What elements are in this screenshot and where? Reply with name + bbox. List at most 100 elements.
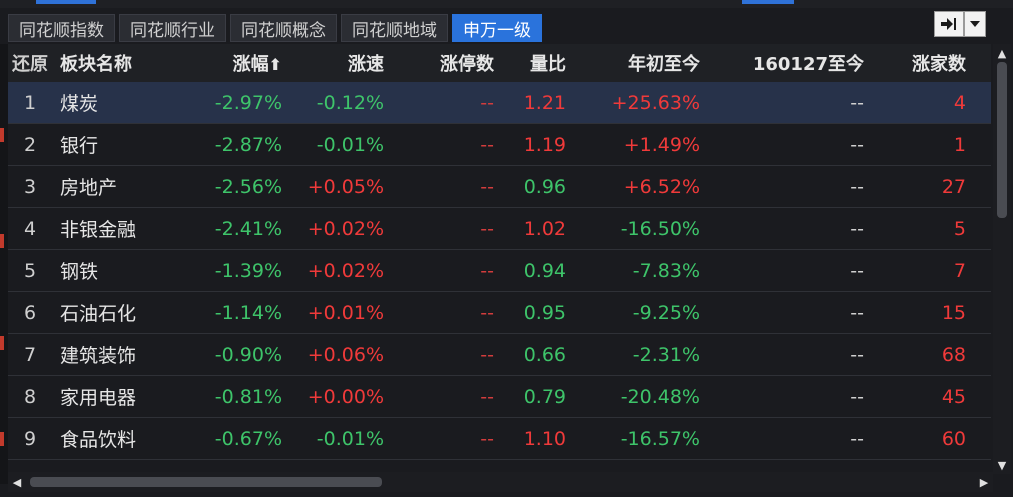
ytd-cell: -16.50% xyxy=(620,217,700,240)
scroll-left-icon[interactable]: ◀ xyxy=(12,475,22,489)
pin-right-button[interactable] xyxy=(934,11,964,37)
tab-sw-level1[interactable]: 申万一级 xyxy=(452,14,542,42)
row-index: 4 xyxy=(23,217,37,240)
ytd-cell: -16.57% xyxy=(620,427,700,450)
col-volume-ratio[interactable]: 量比 xyxy=(530,54,566,75)
volume-ratio-cell: 1.10 xyxy=(523,427,566,450)
change-cell: -2.97% xyxy=(214,91,282,114)
change-cell: -0.67% xyxy=(214,427,282,450)
speed-cell: -0.01% xyxy=(316,427,384,450)
since-cell: -- xyxy=(850,133,864,156)
rising-count-cell: 60 xyxy=(941,427,966,450)
col-speed[interactable]: 涨速 xyxy=(348,54,384,75)
col-limit-up[interactable]: 涨停数 xyxy=(440,54,494,75)
volume-ratio-cell: 0.94 xyxy=(523,259,566,282)
speed-cell: +0.00% xyxy=(307,385,384,408)
sector-tabs: 同花顺指数 同花顺行业 同花顺概念 同花顺地域 申万一级 xyxy=(8,14,542,42)
since-cell: -- xyxy=(850,301,864,324)
table-row[interactable]: 2 银行 -2.87% -0.01% -- 1.19 +1.49% -- 1 xyxy=(8,124,991,166)
change-cell: -0.90% xyxy=(214,343,282,366)
table-row[interactable]: 8 家用电器 -0.81% +0.00% -- 0.79 -20.48% -- … xyxy=(8,376,991,418)
row-index: 8 xyxy=(23,385,37,408)
tab-ths-region[interactable]: 同花顺地域 xyxy=(341,14,448,42)
volume-ratio-cell: 0.96 xyxy=(523,175,566,198)
window-top-strip xyxy=(0,0,1013,8)
rising-count-cell: 15 xyxy=(941,301,966,324)
col-rising-count[interactable]: 涨家数 xyxy=(912,54,966,75)
since-cell: -- xyxy=(850,217,864,240)
limit-up-cell: -- xyxy=(480,427,494,450)
ytd-cell: -7.83% xyxy=(632,259,700,282)
sector-name: 建筑装饰 xyxy=(60,345,137,367)
rising-count-cell: 45 xyxy=(941,385,966,408)
horizontal-scrollbar[interactable]: ◀ ▶ xyxy=(8,472,993,492)
change-cell: -0.81% xyxy=(214,385,282,408)
sector-name: 家用电器 xyxy=(60,387,137,409)
tab-ths-index[interactable]: 同花顺指数 xyxy=(8,14,115,42)
table-row[interactable]: 1 煤炭 -2.97% -0.12% -- 1.21 +25.63% -- 4 xyxy=(8,82,991,124)
scroll-right-icon[interactable]: ▶ xyxy=(979,475,989,489)
col-change[interactable]: 涨幅⬆ xyxy=(178,50,282,76)
speed-cell: +0.01% xyxy=(307,301,384,324)
rising-count-cell: 68 xyxy=(941,343,966,366)
edge-marker xyxy=(0,234,4,248)
col-ytd[interactable]: 年初至今 xyxy=(628,54,700,75)
speed-cell: +0.02% xyxy=(307,217,384,240)
limit-up-cell: -- xyxy=(480,259,494,282)
speed-cell: -0.12% xyxy=(316,91,384,114)
row-index: 3 xyxy=(23,175,37,198)
col-sector-name[interactable]: 板块名称 xyxy=(60,54,132,75)
volume-ratio-cell: 1.21 xyxy=(523,91,566,114)
rising-count-cell: 7 xyxy=(953,259,966,282)
table-row[interactable]: 6 石油石化 -1.14% +0.01% -- 0.95 -9.25% -- 1… xyxy=(8,292,991,334)
col-restore[interactable]: 还原 xyxy=(12,54,48,75)
ytd-cell: -2.31% xyxy=(632,343,700,366)
since-cell: -- xyxy=(850,343,864,366)
table-row[interactable]: 3 房地产 -2.56% +0.05% -- 0.96 +6.52% -- 27 xyxy=(8,166,991,208)
pin-right-icon xyxy=(941,18,956,30)
limit-up-cell: -- xyxy=(480,217,494,240)
sector-name: 非银金融 xyxy=(60,219,137,241)
change-cell: -2.56% xyxy=(214,175,282,198)
ytd-cell: +1.49% xyxy=(623,133,700,156)
table-row[interactable]: 5 钢铁 -1.39% +0.02% -- 0.94 -7.83% -- 7 xyxy=(8,250,991,292)
speed-cell: +0.05% xyxy=(307,175,384,198)
edge-marker xyxy=(0,336,4,350)
tab-ths-industry[interactable]: 同花顺行业 xyxy=(119,14,226,42)
scroll-up-icon[interactable]: ▲ xyxy=(997,46,1007,60)
volume-ratio-cell: 0.66 xyxy=(523,343,566,366)
scroll-down-icon[interactable]: ▼ xyxy=(997,458,1007,472)
table-row[interactable]: 9 食品饮料 -0.67% -0.01% -- 1.10 -16.57% -- … xyxy=(8,418,991,460)
row-index: 2 xyxy=(23,133,37,156)
speed-cell: +0.06% xyxy=(307,343,384,366)
vertical-scrollbar[interactable]: ▲ ▼ xyxy=(993,44,1011,474)
table-row[interactable]: 4 非银金融 -2.41% +0.02% -- 1.02 -16.50% -- … xyxy=(8,208,991,250)
table-row[interactable]: 7 建筑装饰 -0.90% +0.06% -- 0.66 -2.31% -- 6… xyxy=(8,334,991,376)
sector-name: 石油石化 xyxy=(60,303,137,325)
row-index: 9 xyxy=(23,427,37,450)
change-cell: -2.41% xyxy=(214,217,282,240)
since-cell: -- xyxy=(850,175,864,198)
edge-marker xyxy=(0,128,4,142)
limit-up-cell: -- xyxy=(480,91,494,114)
limit-up-cell: -- xyxy=(480,133,494,156)
since-cell: -- xyxy=(850,259,864,282)
tab-ths-concept[interactable]: 同花顺概念 xyxy=(230,14,337,42)
sector-table: 还原 板块名称 涨幅⬆ 涨速 涨停数 量比 年初至今 160127至今 涨家数 … xyxy=(8,44,991,460)
vertical-scroll-thumb[interactable] xyxy=(997,62,1007,218)
since-cell: -- xyxy=(850,427,864,450)
horizontal-scroll-thumb[interactable] xyxy=(30,477,382,487)
table-header: 还原 板块名称 涨幅⬆ 涨速 涨停数 量比 年初至今 160127至今 涨家数 xyxy=(8,44,991,82)
sector-name: 钢铁 xyxy=(60,261,99,283)
dropdown-arrow-icon xyxy=(970,21,980,27)
since-cell: -- xyxy=(850,91,864,114)
ytd-cell: +6.52% xyxy=(623,175,700,198)
col-since[interactable]: 160127至今 xyxy=(752,54,864,75)
row-index: 7 xyxy=(23,343,37,366)
menu-dropdown-button[interactable] xyxy=(964,11,986,37)
rising-count-cell: 27 xyxy=(941,175,966,198)
limit-up-cell: -- xyxy=(480,343,494,366)
edge-marker xyxy=(0,432,4,446)
rising-count-cell: 4 xyxy=(953,91,966,114)
limit-up-cell: -- xyxy=(480,385,494,408)
